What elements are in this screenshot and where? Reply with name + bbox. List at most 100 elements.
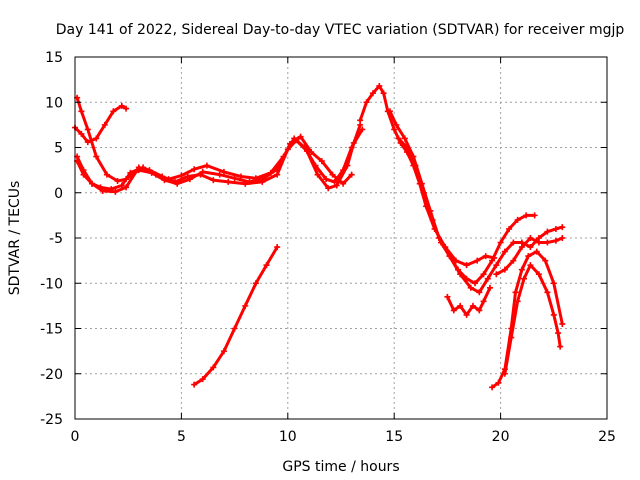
data-point	[199, 376, 206, 383]
data-point	[318, 158, 325, 165]
data-point	[159, 173, 166, 180]
data-point	[497, 239, 504, 246]
data-point	[463, 275, 470, 282]
data-point	[123, 105, 130, 112]
data-point	[472, 280, 479, 287]
data-point	[84, 126, 91, 133]
data-point	[518, 266, 525, 273]
data-point	[114, 177, 121, 184]
data-point	[242, 180, 249, 187]
data-point	[329, 171, 336, 178]
data-point	[514, 298, 521, 305]
data-point	[444, 293, 451, 300]
data-point	[559, 320, 566, 327]
data-point	[103, 171, 110, 178]
data-point	[357, 117, 364, 124]
x-tick-label: 25	[598, 429, 616, 445]
data-point	[527, 235, 534, 241]
data-point	[450, 307, 457, 314]
data-point	[559, 224, 566, 231]
y-tick-label: 5	[54, 141, 63, 157]
data-point	[191, 381, 198, 388]
x-tick-label: 0	[71, 429, 80, 445]
data-point	[508, 334, 515, 341]
x-tick-label: 20	[492, 429, 510, 445]
data-point	[210, 177, 217, 184]
data-point	[172, 178, 179, 185]
y-tick-label: 10	[45, 95, 63, 111]
data-point	[493, 262, 500, 269]
data-point	[446, 253, 453, 260]
data-point	[544, 289, 551, 296]
series-track-11	[501, 262, 564, 377]
data-point	[386, 108, 393, 115]
y-tick-label: -5	[49, 231, 63, 247]
data-point	[510, 239, 517, 246]
data-point	[501, 370, 508, 377]
data-point	[93, 135, 100, 142]
data-point	[510, 257, 517, 264]
data-point	[112, 188, 119, 195]
x-axis-label: GPS time / hours	[282, 459, 399, 475]
data-point	[521, 275, 528, 282]
data-point	[420, 189, 427, 196]
data-point	[512, 289, 519, 296]
data-point	[369, 90, 376, 97]
x-tick-label: 15	[385, 429, 403, 445]
series-track-8	[395, 135, 538, 287]
y-tick-label: 0	[54, 186, 63, 202]
series-track-6	[357, 82, 498, 269]
data-point	[333, 182, 340, 189]
data-point	[274, 171, 281, 178]
data-series	[72, 82, 566, 391]
data-point	[493, 271, 500, 278]
data-point	[486, 284, 493, 291]
series-track-7	[386, 108, 566, 296]
data-point	[438, 239, 445, 246]
data-point	[231, 325, 238, 332]
series-track-4	[72, 102, 130, 146]
data-point	[501, 266, 508, 273]
data-point	[259, 178, 266, 185]
data-point	[476, 289, 483, 296]
y-axis-label: SDTVAR / TECUs	[7, 181, 23, 296]
data-point	[78, 130, 85, 137]
y-tick-label: -10	[40, 276, 63, 292]
data-point	[476, 307, 483, 314]
data-point	[469, 302, 476, 309]
data-point	[252, 175, 259, 182]
data-point	[525, 253, 532, 260]
data-point	[135, 164, 142, 171]
data-point	[286, 140, 293, 147]
data-point	[552, 225, 559, 232]
x-tick-label: 10	[279, 429, 297, 445]
data-point	[550, 280, 557, 287]
data-point	[559, 235, 566, 241]
data-point	[312, 162, 319, 169]
y-tick-label: -25	[40, 412, 63, 428]
data-point	[220, 348, 227, 355]
data-point	[184, 173, 191, 180]
data-point	[348, 171, 355, 178]
data-point	[274, 244, 281, 251]
data-point	[555, 330, 562, 337]
data-point	[501, 248, 508, 255]
data-point	[80, 167, 87, 174]
data-point	[531, 212, 538, 219]
data-point	[308, 149, 315, 156]
data-point	[178, 172, 185, 179]
data-point	[544, 239, 551, 246]
data-point	[225, 178, 232, 185]
data-point	[474, 257, 481, 264]
data-point	[489, 384, 496, 391]
data-point	[527, 262, 534, 269]
data-point	[542, 257, 549, 264]
data-point	[480, 298, 487, 305]
data-point	[118, 102, 125, 109]
data-point	[84, 139, 91, 146]
data-point	[395, 135, 402, 142]
data-point	[197, 171, 204, 178]
data-point	[544, 228, 551, 235]
chart-title: Day 141 of 2022, Sidereal Day-to-day VTE…	[56, 22, 625, 38]
